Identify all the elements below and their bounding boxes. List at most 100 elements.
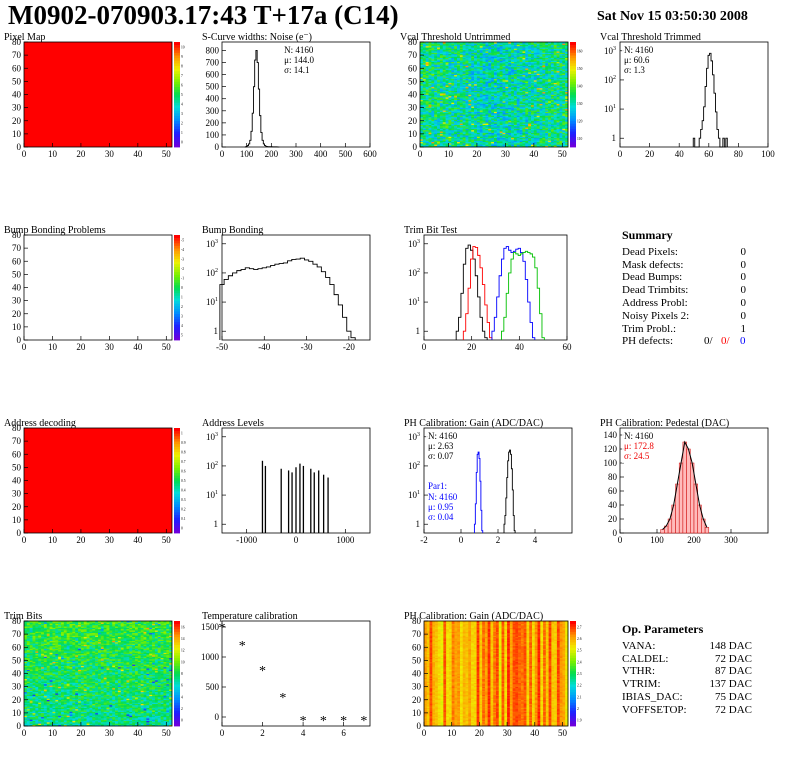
heatmap-cell <box>459 48 463 51</box>
heatmap-cell <box>422 139 426 141</box>
chart-title: PH Calibration: Gain (ADC/DAC) <box>404 418 543 429</box>
heatmap-cell <box>437 44 441 47</box>
heatmap-cell <box>511 84 515 86</box>
heatmap-cell <box>545 128 549 131</box>
heatmap-cell <box>513 70 518 73</box>
heatmap-cell <box>533 122 537 124</box>
colorbar-tick-label: 150 <box>577 67 583 71</box>
heatmap-cell <box>462 43 466 45</box>
colorbar-segment <box>174 120 180 124</box>
heatmap-cell <box>528 102 532 104</box>
heatmap-cell <box>528 49 532 52</box>
colorbar-tick-label: 6 <box>181 83 183 87</box>
heatmap-cell <box>556 47 560 49</box>
heatmap-cell <box>516 66 520 69</box>
heatmap-cell <box>468 118 472 120</box>
heatmap-cell <box>525 76 529 78</box>
heatmap-cell <box>476 45 481 48</box>
heatmap-cell <box>491 45 495 48</box>
heatmap-cell <box>474 131 478 133</box>
x-tick-label: 40 <box>515 342 525 352</box>
y-tick-label: 101 <box>408 490 420 500</box>
heatmap-cell <box>425 116 429 119</box>
heatmap-cell <box>479 101 483 103</box>
heatmap-cell <box>536 66 540 69</box>
heatmap-cell <box>511 107 515 110</box>
heatmap-cell <box>525 114 529 116</box>
heatmap-cell <box>442 85 446 87</box>
heatmap-cell <box>465 78 469 81</box>
heatmap-cell <box>511 119 515 122</box>
heatmap-cell <box>539 81 543 83</box>
heatmap-cell <box>479 97 483 99</box>
heatmap-cell <box>468 64 472 66</box>
heatmap-cell <box>533 90 537 93</box>
x-tick-label: 10 <box>48 149 58 159</box>
heatmap-cell <box>556 85 560 87</box>
heatmap-cell <box>474 57 478 60</box>
heatmap-cell <box>511 85 515 87</box>
heatmap-cell <box>422 141 426 144</box>
heatmap-cell <box>496 124 500 127</box>
heatmap-cell <box>462 42 466 44</box>
heatmap-cell <box>445 63 449 65</box>
heatmap-cell <box>26 639 30 641</box>
heatmap-cell <box>508 115 512 118</box>
heatmap-cell <box>519 123 523 125</box>
heatmap-cell <box>479 132 483 135</box>
heatmap-cell <box>553 108 557 111</box>
heatmap-cell <box>556 115 560 118</box>
heatmap-cell <box>508 94 512 97</box>
colorbar-segment <box>174 290 180 294</box>
heatmap-cell <box>553 119 557 122</box>
heatmap-cell <box>29 644 33 647</box>
heatmap-cell <box>559 70 563 73</box>
colorbar-segment <box>174 300 180 304</box>
heatmap-cell <box>448 110 452 112</box>
colorbar-segment <box>570 52 576 56</box>
heatmap-cell <box>451 106 455 108</box>
heatmap-cell <box>516 107 520 110</box>
summary-row: Dead Pixels: 0 <box>622 246 746 259</box>
heatmap-cell <box>459 68 463 70</box>
heatmap-cell <box>471 129 475 132</box>
heatmap-cell <box>553 98 557 101</box>
colorbar-segment <box>174 311 180 315</box>
heatmap-cell <box>531 114 535 116</box>
heatmap-cell <box>553 97 557 99</box>
heatmap-cell <box>428 49 432 52</box>
heatmap-cell <box>536 120 540 123</box>
heatmap-cell <box>437 82 441 85</box>
heatmap-cell <box>494 119 498 122</box>
heatmap-cell <box>556 126 560 128</box>
heatmap-cell <box>502 91 506 94</box>
heatmap-cell <box>422 44 426 47</box>
heatmap-cell <box>474 48 478 51</box>
heatmap-cell <box>442 81 446 83</box>
heatmap-cell <box>437 103 441 106</box>
heatmap-cell <box>465 97 469 99</box>
heatmap-cell <box>26 685 30 687</box>
heatmap-cell <box>491 116 495 119</box>
heatmap-cell <box>496 45 500 48</box>
heatmap-cell <box>29 695 33 698</box>
heatmap-cell <box>559 72 563 74</box>
y-tick-label: 20 <box>12 502 22 512</box>
heatmap-cell <box>533 111 537 114</box>
heatmap-cell <box>465 60 469 62</box>
heatmap-cell <box>508 64 512 66</box>
heatmap-cell <box>516 106 520 108</box>
heatmap-cell <box>556 55 560 57</box>
heatmap-cell <box>525 133 529 136</box>
heatmap-cell <box>434 98 438 101</box>
heatmap-cell <box>565 115 569 118</box>
heatmap-cell <box>528 43 532 45</box>
heatmap-cell <box>531 69 535 72</box>
heatmap-cell <box>562 136 566 139</box>
heatmap-cell <box>431 69 435 72</box>
heatmap-cell <box>422 93 426 95</box>
heatmap-cell <box>525 118 529 120</box>
y-tick-label: 60 <box>12 256 22 266</box>
heatmap-cell <box>425 68 429 70</box>
heatmap-cell <box>522 43 526 45</box>
